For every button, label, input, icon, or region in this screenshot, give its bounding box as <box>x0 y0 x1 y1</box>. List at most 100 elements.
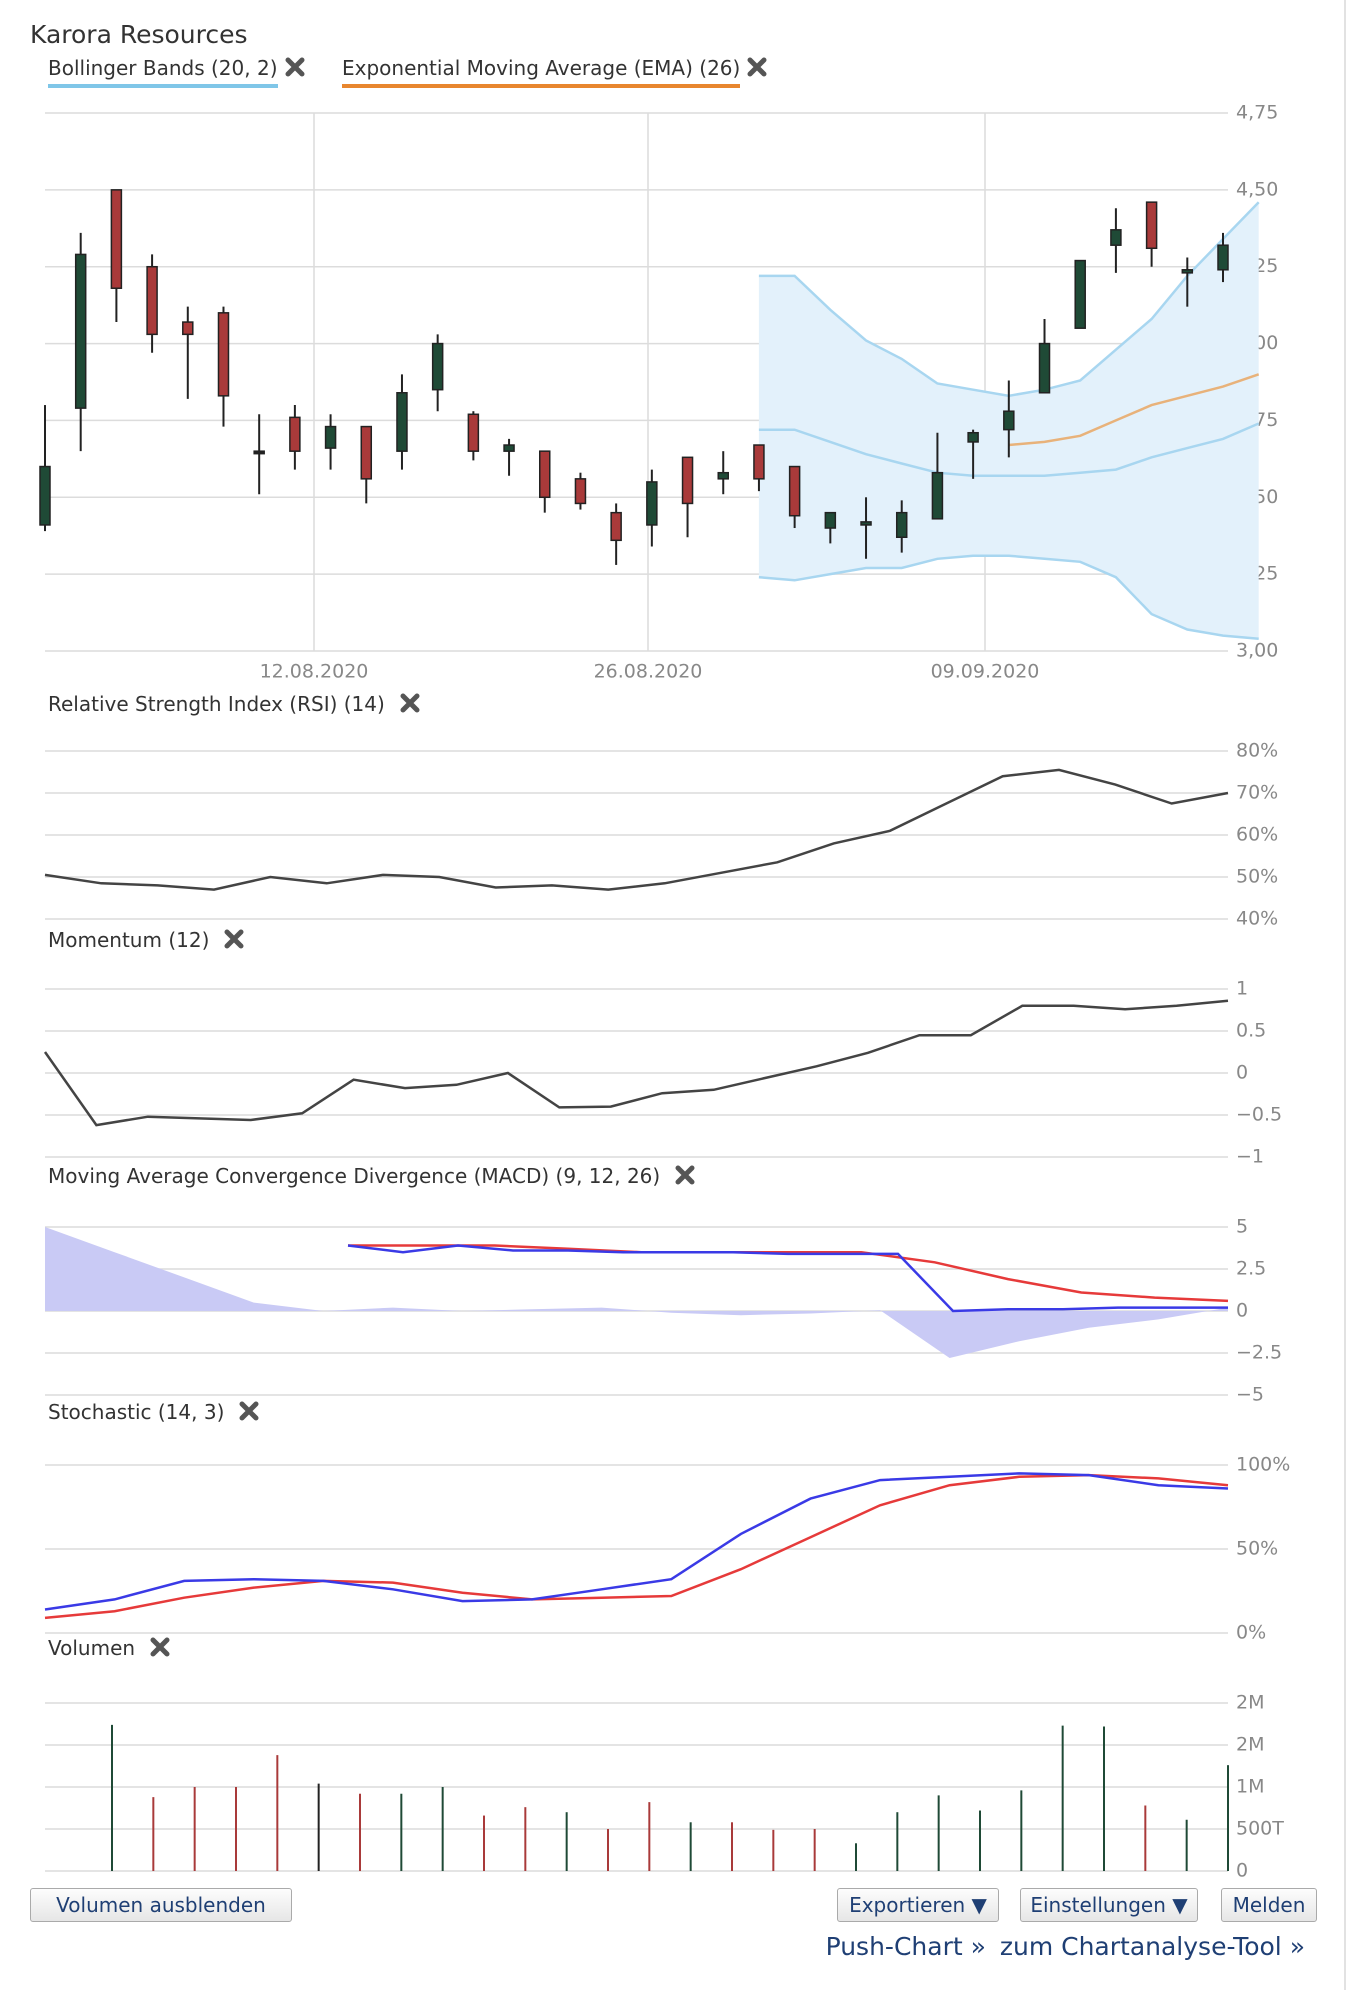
bollinger-lower-line <box>758 554 1259 640</box>
candle-body <box>681 456 694 505</box>
bollinger-middle-line <box>758 422 1260 478</box>
settings-button[interactable]: Einstellungen ▼ <box>1020 1888 1198 1922</box>
momentum-line <box>43 999 1229 1127</box>
legend-ema-label: Exponential Moving Average (EMA) (26) <box>342 56 741 88</box>
rsi-title-text: Relative Strength Index (RSI) (14) <box>48 692 385 716</box>
push-chart-link[interactable]: Push-Chart » <box>825 1932 986 1961</box>
legend-bollinger-label: Bollinger Bands (20, 2) <box>48 56 278 88</box>
momentum-y-tick-label: −0.5 <box>1236 1104 1282 1126</box>
candle-body <box>1217 244 1229 271</box>
candle-body <box>1145 201 1158 250</box>
footer-links: Push-Chart » zum Chartanalyse-Tool » <box>826 1932 1305 1961</box>
macd-y-tick-label: 0 <box>1236 1300 1248 1322</box>
macd-y-tick-label: −2.5 <box>1236 1342 1282 1364</box>
stochastic-y-tick-label: 50% <box>1236 1538 1278 1560</box>
rsi-y-tick-label: 60% <box>1236 824 1278 846</box>
stochastic-d-line <box>44 1473 1229 1620</box>
volume-y-tick-label: 2M <box>1236 1692 1264 1714</box>
chart-tool-link[interactable]: zum Chartanalyse-Tool » <box>999 1932 1305 1961</box>
macd-histogram-area <box>45 1227 1228 1358</box>
candle-body <box>1181 269 1194 274</box>
candle-body <box>824 511 837 529</box>
candle-body <box>467 413 480 452</box>
candle-body <box>503 444 515 452</box>
candle-body <box>931 471 944 520</box>
candle-body <box>539 450 551 499</box>
volume-y-tick-label: 1M <box>1236 1776 1264 1798</box>
export-button[interactable]: Exportieren ▼ <box>837 1888 999 1922</box>
price-y-tick-label: 4,50 <box>1236 178 1278 200</box>
rsi-panel-title: Relative Strength Index (RSI) (14) <box>48 692 421 716</box>
stochastic-title-text: Stochastic (14, 3) <box>48 1400 225 1424</box>
right-divider <box>1344 0 1346 1990</box>
candle-body <box>717 471 729 480</box>
stochastic-panel-title: Stochastic (14, 3) <box>48 1400 260 1424</box>
macd-panel-title: Moving Average Convergence Divergence (M… <box>48 1164 696 1188</box>
candle-body <box>1003 410 1015 431</box>
momentum-panel-title: Momentum (12) <box>48 928 245 952</box>
momentum-y-tick-label: 0 <box>1236 1062 1248 1084</box>
macd-y-tick-label: 5 <box>1236 1216 1248 1238</box>
candle-body <box>895 511 908 539</box>
date-x-tick-label: 09.09.2020 <box>931 661 1040 683</box>
candle-body <box>110 189 123 289</box>
price-y-tick-label: 4,75 <box>1236 102 1278 124</box>
candle-body <box>396 392 408 452</box>
stochastic-y-tick-label: 100% <box>1236 1454 1290 1476</box>
remove-ema-close-icon[interactable] <box>746 56 768 78</box>
macd-y-tick-label: −5 <box>1236 1384 1264 1406</box>
macd-signal-line <box>348 1244 1229 1303</box>
volume-y-tick-label: 500T <box>1236 1818 1284 1840</box>
momentum-y-tick-label: 0.5 <box>1236 1020 1266 1042</box>
price-y-tick-label: 3,00 <box>1236 640 1278 662</box>
candle-body <box>646 481 658 526</box>
candle-body <box>1110 229 1122 246</box>
rsi-y-tick-label: 50% <box>1236 866 1278 888</box>
stochastic-k-line <box>44 1472 1229 1611</box>
remove-bollinger-close-icon[interactable] <box>284 56 306 78</box>
candle-body <box>788 465 801 517</box>
candle-body <box>74 253 87 409</box>
volume-title-text: Volumen <box>48 1636 136 1660</box>
ema-line <box>1008 373 1260 447</box>
remove-rsi-close-icon[interactable] <box>399 692 421 714</box>
candle-body <box>182 321 194 336</box>
volume-y-tick-label: 0 <box>1236 1860 1248 1882</box>
macd-line <box>347 1244 1228 1313</box>
candle-body <box>753 444 765 480</box>
stochastic-y-tick-label: 0% <box>1236 1622 1266 1644</box>
candle-body <box>324 425 337 449</box>
date-x-tick-label: 26.08.2020 <box>594 661 703 683</box>
remove-macd-close-icon[interactable] <box>674 1164 696 1186</box>
remove-stochastic-close-icon[interactable] <box>238 1400 260 1422</box>
chart-title: Karora Resources <box>30 20 248 49</box>
candle-body <box>146 265 158 336</box>
rsi-y-tick-label: 80% <box>1236 740 1278 762</box>
volume-y-tick-label: 2M <box>1236 1734 1264 1756</box>
candle-body <box>1074 259 1086 329</box>
candle-body <box>253 450 265 455</box>
candle-body <box>860 521 872 526</box>
rsi-y-tick-label: 70% <box>1236 782 1278 804</box>
volume-panel-title: Volumen <box>48 1636 171 1660</box>
remove-momentum-close-icon[interactable] <box>223 928 245 950</box>
momentum-title-text: Momentum (12) <box>48 928 210 952</box>
report-button[interactable]: Melden <box>1221 1888 1317 1922</box>
momentum-y-tick-label: 1 <box>1236 978 1248 1000</box>
legend-bollinger: Bollinger Bands (20, 2) <box>48 56 306 88</box>
macd-title-text: Moving Average Convergence Divergence (M… <box>48 1164 661 1188</box>
rsi-line <box>44 768 1229 891</box>
momentum-y-tick-label: −1 <box>1236 1146 1264 1168</box>
macd-y-tick-label: 2.5 <box>1236 1258 1266 1280</box>
hide-volume-button[interactable]: Volumen ausblenden <box>30 1888 292 1922</box>
candle-body <box>39 465 51 526</box>
candle-body <box>967 431 979 443</box>
candle-body <box>610 511 622 542</box>
remove-volume-close-icon[interactable] <box>149 1636 171 1658</box>
date-x-tick-label: 12.08.2020 <box>260 661 369 683</box>
candle-body <box>431 342 444 391</box>
candle-body <box>217 312 230 397</box>
candle-body <box>360 425 373 480</box>
candle-body <box>574 478 587 505</box>
